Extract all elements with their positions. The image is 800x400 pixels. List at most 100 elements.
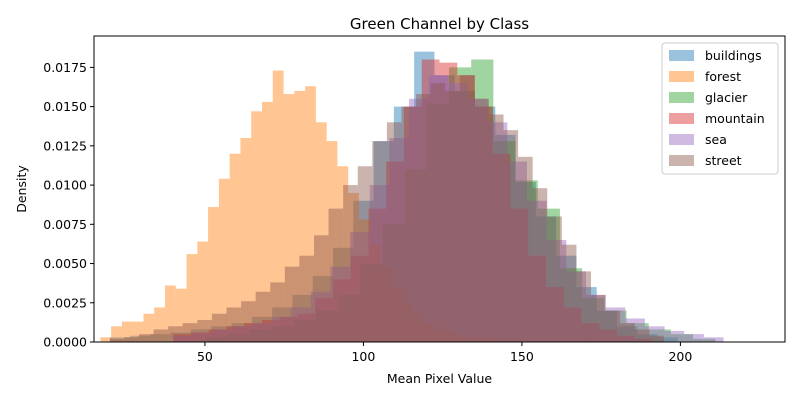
bar-mountain-1 bbox=[190, 332, 209, 342]
bar-forest-25 bbox=[369, 244, 381, 342]
bar-glacier-1 bbox=[227, 334, 250, 342]
bar-mountain-0 bbox=[173, 334, 191, 342]
bar-sea-16 bbox=[487, 122, 508, 342]
legend-swatch-mountain bbox=[669, 113, 694, 124]
bar-forest-12 bbox=[229, 153, 241, 342]
bar-sea-26 bbox=[684, 334, 704, 342]
bar-glacier-8 bbox=[382, 224, 405, 342]
bar-glacier-16 bbox=[559, 268, 583, 342]
bar-forest-26 bbox=[380, 266, 392, 342]
series-glacier bbox=[204, 59, 716, 342]
bar-buildings-6 bbox=[231, 323, 252, 342]
bar-buildings-16 bbox=[434, 75, 455, 342]
bar-mountain-13 bbox=[404, 106, 422, 343]
series-street bbox=[109, 75, 664, 343]
bar-buildings-20 bbox=[515, 181, 536, 342]
bar-buildings-25 bbox=[617, 326, 638, 342]
bar-forest-35 bbox=[477, 338, 489, 342]
bar-mountain-2 bbox=[208, 329, 227, 342]
x-tick-label-0: 50 bbox=[197, 349, 213, 364]
series-sea bbox=[173, 75, 724, 343]
bar-street-8 bbox=[226, 307, 242, 342]
legend-swatch-sea bbox=[669, 134, 694, 145]
legend-swatch-forest bbox=[669, 71, 694, 82]
bar-forest-39 bbox=[520, 340, 532, 342]
bar-street-36 bbox=[634, 329, 650, 342]
bar-forest-6 bbox=[165, 285, 176, 342]
bar-forest-30 bbox=[423, 323, 435, 342]
bar-sea-2 bbox=[212, 329, 233, 342]
bar-mountain-11 bbox=[368, 208, 387, 342]
bar-forest-34 bbox=[466, 337, 478, 342]
bar-street-28 bbox=[518, 156, 533, 342]
bar-forest-11 bbox=[218, 178, 230, 342]
bar-street-6 bbox=[197, 320, 212, 342]
bar-buildings-11 bbox=[333, 247, 354, 342]
bar-buildings-17 bbox=[454, 90, 475, 342]
bar-street-11 bbox=[270, 282, 285, 342]
bar-street-34 bbox=[605, 310, 621, 342]
bar-forest-2 bbox=[121, 321, 133, 342]
bar-glacier-22 bbox=[693, 338, 716, 342]
bar-street-15 bbox=[328, 208, 344, 342]
bar-buildings-9 bbox=[292, 294, 313, 342]
y-tick-label-7: 0.0175 bbox=[43, 60, 87, 75]
bar-sea-20 bbox=[566, 271, 586, 342]
bar-street-31 bbox=[561, 244, 577, 342]
bar-mountain-3 bbox=[226, 326, 245, 342]
bar-forest-28 bbox=[402, 302, 413, 342]
bar-buildings-23 bbox=[576, 287, 597, 342]
bar-mountain-19 bbox=[510, 208, 529, 342]
bar-buildings-15 bbox=[414, 51, 435, 342]
bar-forest-19 bbox=[305, 86, 316, 342]
bar-buildings-19 bbox=[495, 134, 516, 342]
bar-glacier-10 bbox=[426, 103, 450, 342]
bar-forest-17 bbox=[283, 94, 295, 342]
bar-street-7 bbox=[211, 313, 227, 342]
bar-sea-15 bbox=[468, 98, 488, 343]
bar-street-16 bbox=[343, 185, 358, 342]
bar-street-14 bbox=[313, 235, 329, 342]
legend-box bbox=[661, 42, 779, 175]
bar-buildings-0 bbox=[109, 337, 131, 342]
bar-forest-7 bbox=[175, 288, 187, 342]
bar-street-35 bbox=[620, 323, 635, 342]
bar-glacier-15 bbox=[537, 208, 560, 342]
x-tick-label-3: 200 bbox=[668, 349, 692, 364]
bar-mountain-6 bbox=[279, 316, 298, 342]
bar-street-5 bbox=[182, 323, 198, 342]
bar-street-25 bbox=[474, 98, 489, 343]
bar-street-3 bbox=[153, 329, 169, 342]
bar-forest-33 bbox=[455, 335, 467, 342]
bar-sea-19 bbox=[546, 240, 567, 342]
bar-street-26 bbox=[488, 114, 504, 343]
bars-layer bbox=[100, 51, 724, 343]
bar-buildings-10 bbox=[312, 276, 333, 342]
bar-forest-29 bbox=[412, 313, 424, 342]
bar-sea-11 bbox=[389, 138, 410, 342]
bar-buildings-22 bbox=[556, 255, 577, 342]
bar-street-30 bbox=[547, 216, 562, 342]
legend-label-mountain: mountain bbox=[705, 111, 765, 126]
bar-mountain-22 bbox=[563, 307, 582, 342]
bar-forest-14 bbox=[251, 111, 262, 342]
bar-forest-5 bbox=[154, 307, 165, 342]
bar-sea-10 bbox=[369, 185, 390, 342]
bar-street-0 bbox=[109, 338, 125, 342]
bar-forest-8 bbox=[186, 254, 198, 342]
bar-mountain-24 bbox=[599, 329, 617, 342]
bar-sea-25 bbox=[664, 331, 685, 342]
y-tick-label-0: 0.0000 bbox=[43, 335, 87, 350]
bar-glacier-18 bbox=[604, 310, 627, 342]
bar-buildings-24 bbox=[596, 310, 618, 342]
bar-sea-5 bbox=[271, 316, 292, 342]
bar-mountain-14 bbox=[421, 59, 440, 342]
bar-street-33 bbox=[591, 294, 606, 342]
legend-swatch-glacier bbox=[669, 92, 694, 103]
bar-mountain-8 bbox=[315, 298, 333, 342]
bar-buildings-4 bbox=[190, 329, 212, 342]
bar-forest-0 bbox=[100, 337, 112, 342]
bar-mountain-20 bbox=[528, 255, 546, 342]
y-tick-label-3: 0.0075 bbox=[43, 217, 87, 232]
